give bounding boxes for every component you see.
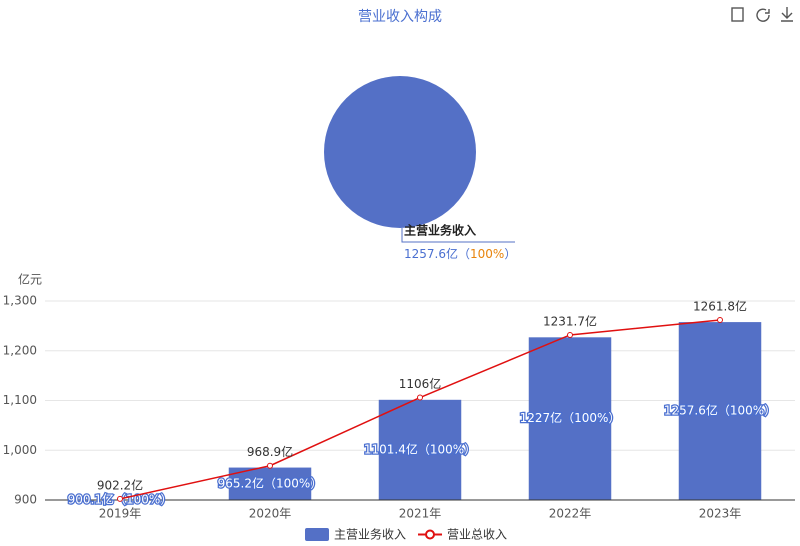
line-value-label: 1261.8亿 (693, 299, 747, 314)
legend-item: 主营业务收入 (305, 527, 406, 542)
bar (228, 467, 312, 500)
line-point (417, 394, 423, 401)
line-point (567, 331, 573, 338)
x-tick-label: 2021年 (399, 507, 442, 521)
line-point (117, 495, 123, 502)
line-point (717, 317, 723, 324)
legend-label: 营业总收入 (447, 528, 507, 542)
restore-icon[interactable] (756, 8, 770, 22)
line-value-label: 968.9亿 (247, 444, 293, 459)
pie-label-line (401, 228, 515, 243)
line-value-label: 902.2亿 (97, 477, 143, 492)
legend-item: 营业总收入 (418, 528, 507, 542)
y-tick-label: 1,000 (3, 443, 37, 457)
y-tick-label: 1,100 (3, 393, 37, 407)
bar-value-label: 1227亿（100%） (520, 410, 621, 425)
y-tick-label: 1,300 (3, 294, 37, 308)
legend-swatch (305, 528, 329, 541)
pie-label-value: 1257.6亿（100%） (404, 246, 516, 261)
bar (528, 337, 612, 500)
x-tick-label: 2022年 (549, 507, 592, 521)
toolbar[interactable] (731, 7, 793, 22)
bar (678, 322, 762, 500)
bar (378, 399, 462, 500)
legend-swatch-dot (425, 529, 436, 540)
x-tick-label: 2019年 (99, 507, 142, 521)
pie-label-name: 主营业务收入 (404, 223, 476, 238)
data-view-icon[interactable] (731, 7, 744, 22)
bar-value-label: 1101.4亿（100%） (364, 441, 476, 456)
y-axis-label: 亿元 (18, 272, 42, 287)
x-tick-label: 2023年 (699, 507, 742, 521)
legend-label: 主营业务收入 (334, 527, 406, 542)
line-value-label: 1231.7亿 (543, 313, 597, 328)
save-icon[interactable] (781, 7, 793, 22)
line-point (267, 462, 273, 469)
bar-value-label: 965.2亿（100%） (218, 475, 323, 490)
line-value-label: 1106亿 (399, 376, 442, 391)
y-tick-label: 1,200 (3, 343, 37, 357)
pie-title: 营业收入构成 (358, 9, 442, 25)
x-tick-label: 2020年 (249, 507, 292, 521)
bar-value-label: 1257.6亿（100%） (664, 403, 776, 418)
y-tick-label: 900 (14, 493, 37, 507)
pie-slice (324, 76, 476, 228)
